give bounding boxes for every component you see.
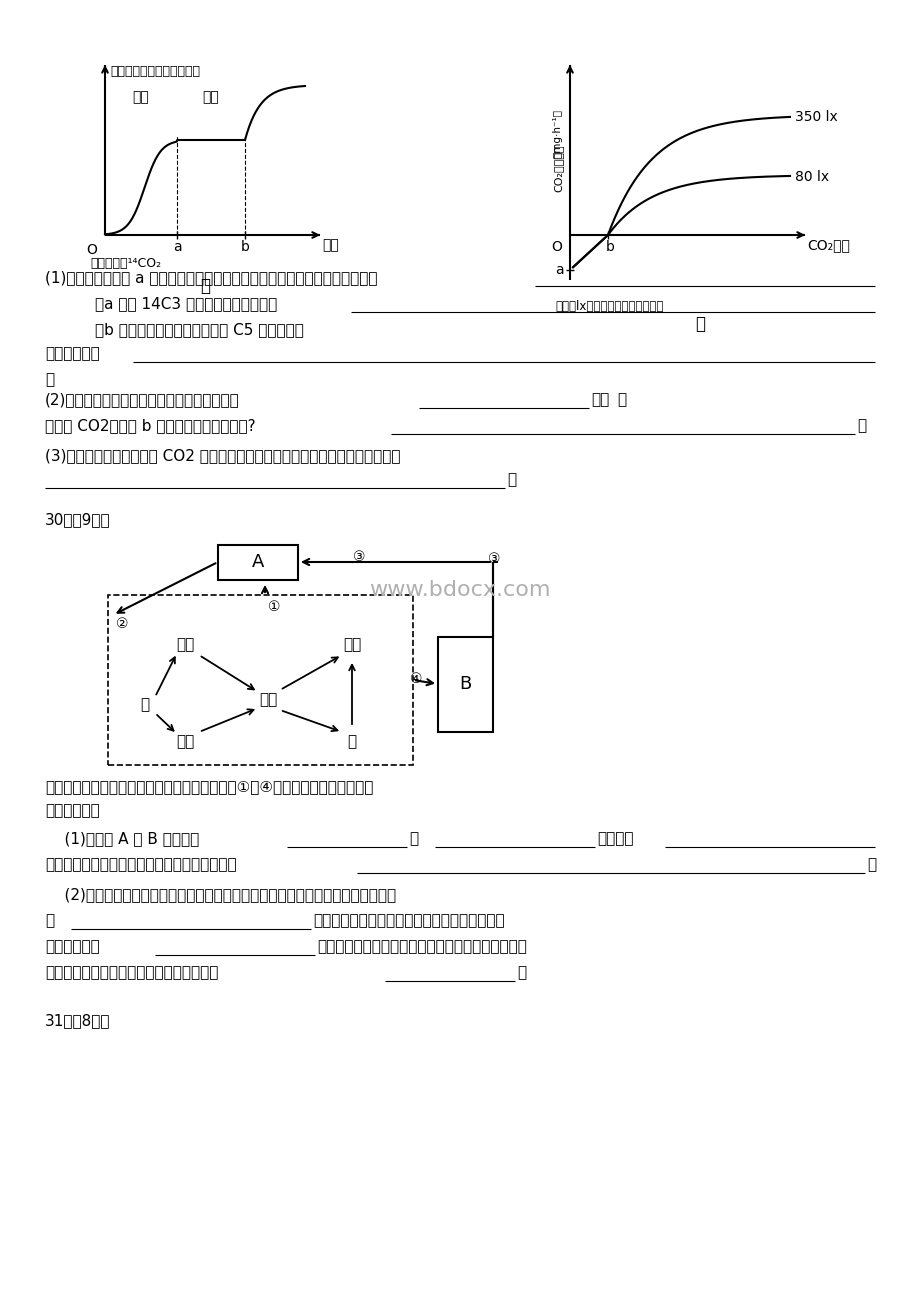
- Text: 给细胞提供¹⁴CO₂: 给细胞提供¹⁴CO₂: [90, 256, 161, 270]
- Text: 乙: 乙: [694, 315, 704, 333]
- Text: 。夏季炎热时草原突发大火，大火后所发生的群: 。夏季炎热时草原突发大火，大火后所发生的群: [312, 913, 505, 928]
- Text: 草种影响群落的演替，这说明人类活动可以: 草种影响群落的演替，这说明人类活动可以: [45, 965, 218, 980]
- Text: 。图中有: 。图中有: [596, 831, 633, 846]
- Text: 情况及原因是: 情况及原因是: [45, 346, 99, 361]
- Text: (1)图中的 A 和 B 分别表示: (1)图中的 A 和 B 分别表示: [45, 831, 199, 846]
- Text: 80 lx: 80 lx: [794, 171, 828, 184]
- Text: 光照: 光照: [132, 90, 149, 104]
- Text: 如图是某草原生态系统的碳循环模式图，其中的①～④代表生理过程。请据图回: 如图是某草原生态系统的碳循环模式图，其中的①～④代表生理过程。请据图回: [45, 779, 373, 794]
- Text: 答下列问题：: 答下列问题：: [45, 803, 99, 818]
- Bar: [218, 546, 298, 579]
- Text: (1)图甲中从开始到 a 的一段时间内，含放射性的三碳化合物浓度升高的原因是: (1)图甲中从开始到 a 的一段时间内，含放射性的三碳化合物浓度升高的原因是: [45, 270, 377, 285]
- Text: A: A: [252, 553, 264, 572]
- Text: 条食物链，其中同时具有两种种间关系的生物是: 条食物链，其中同时具有两种种间关系的生物是: [45, 857, 236, 872]
- Text: 甲: 甲: [199, 277, 210, 296]
- Text: O: O: [86, 243, 96, 256]
- Text: ②: ②: [116, 617, 129, 631]
- Text: B: B: [459, 674, 471, 693]
- Text: 30．（9分）: 30．（9分）: [45, 512, 110, 527]
- Text: ③: ③: [487, 552, 500, 566]
- Text: （注：lx为光照强度单位勒克斯）: （注：lx为光照强度单位勒克斯）: [554, 299, 663, 312]
- Text: 31．（8分）: 31．（8分）: [45, 1013, 110, 1029]
- Text: (2)调查图中青蛙种群密度的方法是标志重捕法，若所测数据大于真实数值，理由: (2)调查图中青蛙种群密度的方法是标志重捕法，若所测数据大于真实数值，理由: [45, 887, 396, 902]
- Text: 蛙蚣: 蛙蚣: [176, 638, 194, 652]
- Text: b: b: [240, 240, 249, 254]
- Text: ④: ④: [409, 672, 422, 686]
- Text: ①: ①: [267, 600, 280, 615]
- Text: 时间: 时间: [322, 238, 338, 253]
- Text: www.bdocx.com: www.bdocx.com: [369, 579, 550, 600]
- Text: 。: 。: [516, 965, 526, 980]
- Text: 黑暗: 黑暗: [202, 90, 219, 104]
- Text: 青蛙: 青蛙: [258, 693, 277, 707]
- Text: a: a: [555, 263, 563, 277]
- Bar: [108, 595, 413, 766]
- Text: ，该过程中人类可以通过增加施肥、浇水或引进其他: ，该过程中人类可以通过增加施肥、浇水或引进其他: [317, 939, 527, 954]
- Text: O: O: [550, 240, 562, 254]
- Text: 图乙中 CO2浓度为 b 时，光合作用是否发生?: 图乙中 CO2浓度为 b 时，光合作用是否发生?: [45, 418, 255, 434]
- Text: CO₂吸收速率: CO₂吸收速率: [552, 145, 562, 191]
- Text: 蝗虫: 蝗虫: [176, 734, 194, 750]
- Bar: [437, 637, 493, 732]
- Text: 。: 。: [45, 372, 54, 387]
- Text: 和: 和: [409, 831, 417, 846]
- Text: CO₂浓度: CO₂浓度: [806, 238, 849, 253]
- Text: 是: 是: [45, 913, 54, 928]
- Text: 。: 。: [857, 418, 865, 434]
- Text: 落演替方式是: 落演替方式是: [45, 939, 99, 954]
- Text: 老鹰: 老鹰: [343, 638, 361, 652]
- Text: 蛇: 蛇: [347, 734, 357, 750]
- Text: (3)图乙中两种光照强度下 CO2 吸收速率不再增加时，限制光合速率的主要因素是: (3)图乙中两种光照强度下 CO2 吸收速率不再增加时，限制光合速率的主要因素是: [45, 448, 400, 464]
- Text: 含放射性的三碳化合物浓度: 含放射性的三碳化合物浓度: [110, 65, 199, 78]
- Text: ③: ③: [353, 549, 365, 564]
- Text: 草: 草: [141, 698, 150, 712]
- Text: b: b: [605, 240, 614, 254]
- Text: 。: 。: [506, 473, 516, 487]
- Text: 在: 在: [617, 392, 626, 408]
- Text: (2)从图乙中可以看出，影响光合速率的因素有: (2)从图乙中可以看出，影响光合速率的因素有: [45, 392, 240, 408]
- Text: （mg·h⁻¹）: （mg·h⁻¹）: [552, 108, 562, 158]
- Text: 。在: 。在: [590, 392, 608, 408]
- Text: a: a: [173, 240, 181, 254]
- Text: 350 lx: 350 lx: [794, 109, 837, 124]
- Text: ，b 时刻后短时间内，叶绿体中 C5 的含量变化: ，b 时刻后短时间内，叶绿体中 C5 的含量变化: [95, 322, 303, 337]
- Text: 。: 。: [866, 857, 875, 872]
- Text: ，a 点后 14C3 浓度不再增加，原因是: ，a 点后 14C3 浓度不再增加，原因是: [95, 296, 277, 311]
